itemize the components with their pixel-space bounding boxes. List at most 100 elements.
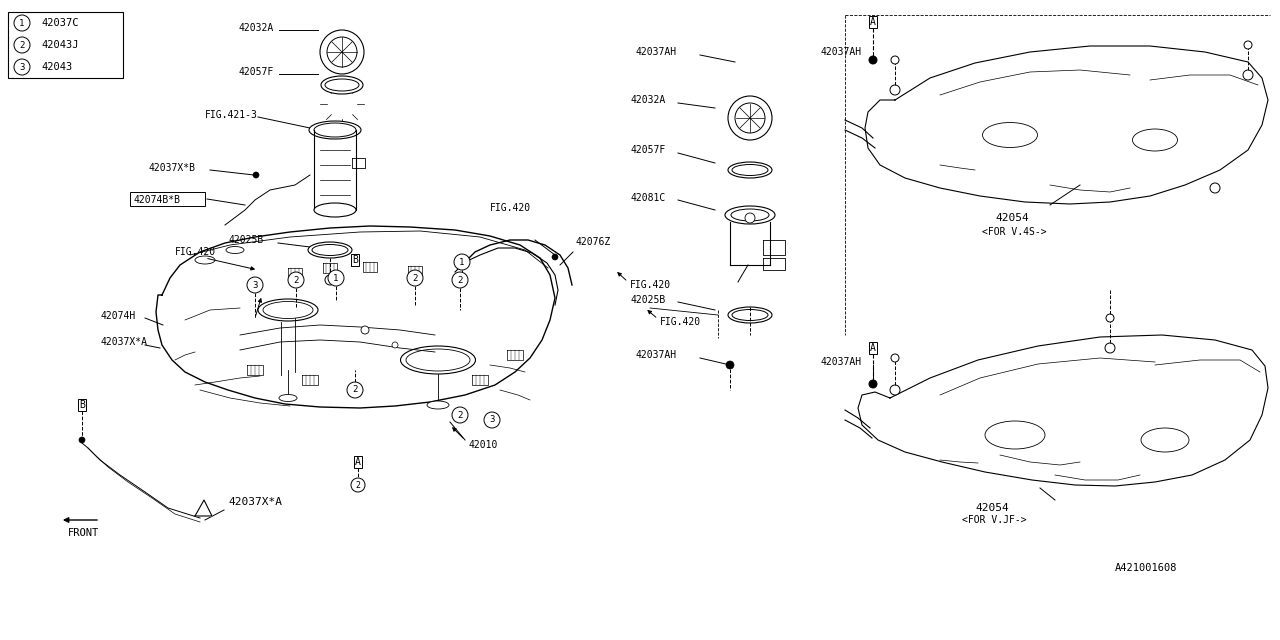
Text: 2: 2 bbox=[457, 410, 462, 419]
Text: 42037AH: 42037AH bbox=[635, 47, 676, 57]
Circle shape bbox=[288, 272, 305, 288]
Text: <FOR V.JF->: <FOR V.JF-> bbox=[963, 515, 1027, 525]
Polygon shape bbox=[865, 46, 1268, 204]
Text: 42037AH: 42037AH bbox=[820, 47, 861, 57]
Ellipse shape bbox=[279, 394, 297, 401]
Text: 42025B: 42025B bbox=[228, 235, 264, 245]
Circle shape bbox=[728, 96, 772, 140]
Polygon shape bbox=[195, 500, 212, 516]
Text: 42037C: 42037C bbox=[41, 18, 78, 28]
Circle shape bbox=[407, 270, 422, 286]
Polygon shape bbox=[408, 266, 422, 276]
Text: 2: 2 bbox=[352, 385, 357, 394]
Text: A421001608: A421001608 bbox=[1115, 563, 1178, 573]
Text: FIG.421-3: FIG.421-3 bbox=[205, 110, 257, 120]
Text: 1: 1 bbox=[333, 273, 339, 282]
Ellipse shape bbox=[312, 244, 348, 255]
Ellipse shape bbox=[986, 421, 1044, 449]
Circle shape bbox=[452, 407, 468, 423]
Text: 42074H: 42074H bbox=[100, 311, 136, 321]
Ellipse shape bbox=[314, 123, 356, 137]
Text: A: A bbox=[355, 457, 361, 467]
Text: 42037AH: 42037AH bbox=[635, 350, 676, 360]
Circle shape bbox=[392, 342, 398, 348]
Text: 42043: 42043 bbox=[41, 62, 72, 72]
Text: B: B bbox=[352, 255, 358, 265]
Text: FRONT: FRONT bbox=[68, 528, 100, 538]
FancyBboxPatch shape bbox=[8, 12, 123, 78]
Text: 42037X*B: 42037X*B bbox=[148, 163, 195, 173]
Circle shape bbox=[253, 172, 259, 178]
Text: 42032A: 42032A bbox=[630, 95, 666, 105]
Text: 2: 2 bbox=[293, 275, 298, 285]
Ellipse shape bbox=[401, 346, 475, 374]
Ellipse shape bbox=[321, 76, 364, 94]
Ellipse shape bbox=[983, 122, 1038, 147]
Circle shape bbox=[247, 277, 262, 293]
Circle shape bbox=[1243, 70, 1253, 80]
Text: 42037X*A: 42037X*A bbox=[100, 337, 147, 347]
Text: 1: 1 bbox=[460, 257, 465, 266]
Circle shape bbox=[1106, 314, 1114, 322]
Ellipse shape bbox=[732, 164, 768, 175]
Polygon shape bbox=[472, 375, 488, 385]
Text: 2: 2 bbox=[412, 273, 417, 282]
Circle shape bbox=[1105, 343, 1115, 353]
Ellipse shape bbox=[728, 162, 772, 178]
Polygon shape bbox=[288, 268, 302, 278]
Polygon shape bbox=[156, 226, 556, 408]
Text: 42025B: 42025B bbox=[630, 295, 666, 305]
Text: 2: 2 bbox=[356, 481, 361, 490]
Text: 42074B*B: 42074B*B bbox=[133, 195, 180, 205]
Ellipse shape bbox=[259, 299, 317, 321]
Text: 42057F: 42057F bbox=[238, 67, 273, 77]
Circle shape bbox=[735, 103, 765, 133]
Text: B: B bbox=[79, 400, 84, 410]
Ellipse shape bbox=[724, 206, 774, 224]
Circle shape bbox=[1210, 183, 1220, 193]
Polygon shape bbox=[302, 375, 317, 385]
Circle shape bbox=[351, 478, 365, 492]
Circle shape bbox=[745, 213, 755, 223]
Ellipse shape bbox=[262, 301, 314, 319]
Ellipse shape bbox=[428, 401, 449, 409]
Text: 42043J: 42043J bbox=[41, 40, 78, 50]
Circle shape bbox=[14, 59, 29, 75]
Text: 42057F: 42057F bbox=[630, 145, 666, 155]
Circle shape bbox=[726, 361, 733, 369]
Text: 42076Z: 42076Z bbox=[575, 237, 611, 247]
Circle shape bbox=[869, 56, 877, 64]
Circle shape bbox=[484, 412, 500, 428]
Text: 42010: 42010 bbox=[468, 440, 498, 450]
Circle shape bbox=[325, 275, 335, 285]
Text: 42037X*A: 42037X*A bbox=[228, 497, 282, 507]
Ellipse shape bbox=[728, 307, 772, 323]
Ellipse shape bbox=[732, 310, 768, 321]
Text: 42037AH: 42037AH bbox=[820, 357, 861, 367]
Text: 42054: 42054 bbox=[995, 213, 1029, 223]
Polygon shape bbox=[364, 262, 378, 272]
Circle shape bbox=[347, 382, 364, 398]
Circle shape bbox=[552, 254, 558, 260]
Circle shape bbox=[454, 254, 470, 270]
Circle shape bbox=[869, 380, 877, 388]
Text: A: A bbox=[870, 17, 876, 27]
Ellipse shape bbox=[308, 242, 352, 258]
Ellipse shape bbox=[731, 209, 769, 221]
Text: 1: 1 bbox=[19, 19, 24, 28]
Circle shape bbox=[1244, 41, 1252, 49]
Polygon shape bbox=[763, 258, 785, 270]
Ellipse shape bbox=[308, 121, 361, 139]
Circle shape bbox=[890, 385, 900, 395]
Text: 3: 3 bbox=[489, 415, 494, 424]
Polygon shape bbox=[323, 263, 337, 273]
Polygon shape bbox=[507, 350, 524, 360]
Ellipse shape bbox=[325, 79, 358, 91]
Circle shape bbox=[361, 326, 369, 334]
Circle shape bbox=[79, 437, 84, 443]
Circle shape bbox=[328, 270, 344, 286]
Ellipse shape bbox=[1133, 129, 1178, 151]
Ellipse shape bbox=[227, 246, 244, 253]
Text: 42081C: 42081C bbox=[630, 193, 666, 203]
Circle shape bbox=[14, 15, 29, 31]
